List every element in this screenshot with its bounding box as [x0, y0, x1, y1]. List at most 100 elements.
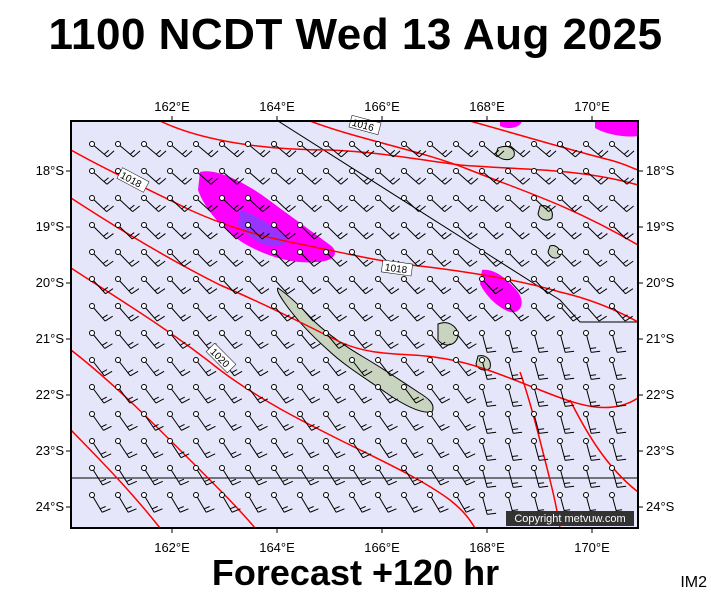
axis-ticks — [66, 116, 643, 533]
wind-barb — [505, 168, 531, 185]
wind-barb — [89, 195, 114, 213]
wind-barb — [427, 411, 450, 431]
wind-barb — [349, 492, 371, 513]
wind-barb — [323, 168, 349, 185]
wind-barb — [557, 303, 581, 322]
wind-barb — [583, 438, 601, 461]
wind-barb — [375, 411, 398, 431]
wind-barb — [89, 438, 112, 459]
wind-barb — [167, 249, 192, 267]
wind-barb — [167, 276, 192, 295]
wind-barb — [609, 249, 634, 267]
wind-barb — [505, 357, 523, 380]
wind-barb — [453, 492, 475, 513]
isobars — [71, 121, 638, 528]
wind-barb — [245, 384, 269, 404]
wind-barb — [505, 330, 523, 353]
rain-area-north — [198, 171, 335, 263]
wind-barb — [219, 303, 243, 322]
wind-barb — [401, 249, 426, 267]
wind-barb — [271, 195, 296, 213]
wind-barb — [531, 141, 557, 158]
wind-barb — [219, 141, 245, 158]
wind-barb — [193, 222, 218, 240]
wind-barb — [557, 438, 575, 461]
wind-barb — [219, 492, 241, 513]
wind-barb — [557, 249, 582, 267]
wind-barb — [141, 357, 165, 377]
wind-barb — [167, 168, 193, 185]
wind-barb — [583, 249, 608, 267]
wind-barb — [401, 411, 424, 431]
wind-barb — [531, 384, 549, 407]
wind-barb — [167, 465, 190, 486]
svg-text:170°E: 170°E — [574, 99, 610, 114]
wind-barb — [375, 330, 399, 349]
wind-barb — [349, 141, 375, 158]
wind-barb — [609, 303, 633, 322]
wind-barb — [245, 465, 268, 486]
wind-barb — [245, 303, 269, 322]
wind-barb — [349, 303, 373, 322]
wind-barb — [193, 492, 215, 513]
svg-text:18°S: 18°S — [36, 163, 65, 178]
wind-barb — [89, 141, 115, 158]
wind-barb — [89, 357, 113, 377]
wind-barb — [375, 141, 401, 158]
wind-barb — [349, 222, 374, 240]
wind-barb — [89, 168, 115, 185]
wind-barb — [167, 411, 190, 431]
wind-barb — [219, 276, 244, 295]
wind-barb — [115, 141, 141, 158]
wind-barb — [193, 195, 218, 213]
wind-barb — [219, 249, 244, 267]
wind-barb — [271, 411, 294, 431]
wind-barb — [271, 249, 296, 267]
wind-barb — [141, 384, 165, 404]
wind-barb — [479, 357, 497, 380]
wind-barb — [89, 330, 113, 349]
wind-barb — [505, 276, 530, 295]
wind-barb — [245, 357, 269, 377]
wind-barb — [375, 465, 398, 486]
wind-barb — [193, 249, 218, 267]
wind-barb — [297, 303, 321, 322]
wind-barb — [323, 357, 347, 377]
wind-barb — [219, 222, 244, 240]
wind-barb — [167, 384, 191, 404]
wind-barb — [427, 141, 453, 158]
lat-labels-right: 18°S 19°S 20°S 21°S 22°S 23°S 24°S — [646, 163, 675, 514]
svg-text:162°E: 162°E — [154, 99, 190, 114]
wind-barb — [557, 384, 575, 407]
wind-barb — [141, 465, 164, 486]
wind-barb — [193, 384, 217, 404]
wind-barb — [505, 465, 523, 488]
rain-core-north — [238, 210, 287, 247]
wind-barb — [349, 276, 374, 295]
wind-barb — [375, 492, 397, 513]
wind-barb — [401, 141, 427, 158]
svg-text:18°S: 18°S — [646, 163, 675, 178]
wind-barb — [297, 411, 320, 431]
wind-barb — [245, 276, 270, 295]
wind-barb — [297, 465, 320, 486]
wind-barb — [479, 465, 497, 488]
wind-barb — [323, 195, 348, 213]
svg-text:168°E: 168°E — [469, 99, 505, 114]
wind-barb — [141, 141, 167, 158]
rain-area-top-right — [595, 121, 638, 137]
wind-barb — [193, 357, 217, 377]
wind-barb — [245, 492, 267, 513]
wind-barb — [401, 222, 426, 240]
wind-barb — [531, 411, 549, 434]
svg-text:164°E: 164°E — [259, 99, 295, 114]
wind-barb — [427, 492, 449, 513]
svg-text:24°S: 24°S — [36, 499, 65, 514]
svg-text:1018: 1018 — [384, 262, 408, 276]
wind-barb — [427, 303, 451, 322]
wind-barb — [141, 168, 167, 185]
wind-barb — [479, 141, 505, 158]
wind-barb — [297, 222, 322, 240]
isobar-label-2: 1018 — [381, 259, 413, 276]
wind-barb — [375, 303, 399, 322]
